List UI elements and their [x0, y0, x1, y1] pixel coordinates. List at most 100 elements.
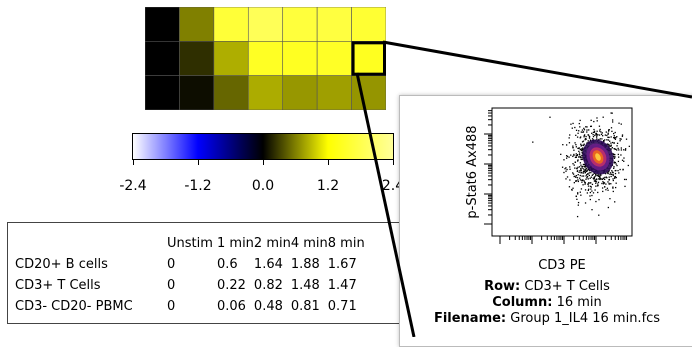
dot-point [591, 174, 593, 177]
dot-point [587, 185, 590, 187]
dot-point [584, 183, 586, 185]
heatmap-cell[interactable] [213, 7, 249, 42]
dot-point [568, 142, 571, 144]
dot-point [595, 136, 598, 138]
dot-point [574, 161, 577, 163]
heatmap-cell[interactable] [351, 41, 386, 76]
heatmap-cell[interactable] [282, 75, 318, 110]
dot-point [621, 134, 624, 136]
dot-point [592, 133, 594, 136]
dot-point [595, 133, 598, 135]
heatmap-cell[interactable] [145, 75, 180, 110]
heatmap-cell[interactable] [316, 75, 352, 110]
dot-point [587, 140, 589, 142]
dot-point [571, 188, 573, 191]
dot-point [572, 173, 575, 175]
heatmap-cell[interactable] [213, 75, 249, 110]
dot-point [606, 139, 608, 141]
dot-point [581, 156, 583, 159]
heatmap-cell[interactable] [247, 7, 284, 42]
dot-point [591, 132, 593, 134]
dot-point [598, 214, 600, 216]
dot-point [565, 167, 567, 169]
dot-point [581, 158, 583, 161]
table-row: CD3+ T Cells 0 0.22 0.82 1.48 1.47 [15, 275, 365, 296]
dot-point [619, 140, 621, 142]
dot-point [573, 164, 575, 166]
dot-point [561, 166, 564, 168]
dot-point [591, 194, 593, 197]
dot-point [596, 117, 598, 119]
heatmap-cell[interactable] [316, 7, 352, 42]
heatmap-cell[interactable] [247, 41, 284, 76]
dot-point [612, 121, 614, 123]
dot-point [583, 129, 586, 131]
dot-point [568, 186, 571, 188]
dot-point [587, 183, 589, 185]
dot-point [610, 142, 612, 144]
dot-point [608, 143, 610, 146]
dot-point [588, 172, 590, 174]
dot-point [608, 170, 610, 172]
dot-point [579, 155, 581, 158]
dot-point [590, 186, 592, 188]
heatmap-cell[interactable] [179, 7, 215, 42]
dot-point [610, 112, 612, 114]
dot-point [625, 138, 628, 140]
heatmap-cell[interactable] [145, 7, 180, 42]
dot-point [575, 129, 578, 131]
dot-point [598, 138, 600, 141]
dot-point [597, 175, 599, 177]
heatmap-cell[interactable] [282, 41, 318, 76]
dot-point [596, 174, 598, 176]
dot-point [598, 175, 600, 177]
dot-point [581, 147, 584, 149]
dot-point [581, 165, 583, 168]
heatmap-cell[interactable] [282, 7, 318, 42]
dot-point [595, 173, 597, 176]
dot-point [610, 183, 612, 185]
dot-point [580, 136, 582, 138]
dot-point [601, 178, 604, 181]
dot-point [591, 209, 593, 211]
dot-point [584, 139, 586, 141]
heatmap-cell[interactable] [213, 41, 249, 76]
dot-point [608, 128, 610, 131]
dot-point [589, 125, 592, 128]
table-corner-cell [15, 233, 167, 254]
heatmap-cell[interactable] [179, 75, 215, 110]
dot-point [593, 120, 595, 123]
dot-point [572, 155, 574, 158]
dot-point [599, 138, 602, 140]
popup-column-label: Column: [492, 295, 553, 310]
dot-point [582, 131, 585, 133]
dot-point [591, 190, 593, 192]
dot-point [608, 176, 610, 178]
dot-point [602, 183, 605, 185]
dot-point [593, 180, 596, 182]
dot-point [584, 169, 586, 171]
dot-point [581, 158, 584, 160]
heatmap-cell[interactable] [145, 41, 180, 76]
dot-point [569, 179, 571, 181]
dot-point [581, 129, 584, 131]
heatmap-cell[interactable] [247, 75, 284, 110]
heatmap-cell[interactable] [351, 7, 386, 42]
dot-point [611, 141, 614, 144]
dot-point [613, 155, 615, 158]
heatmap-cell[interactable] [351, 75, 386, 110]
dot-point [583, 143, 585, 145]
dot-point [607, 139, 610, 141]
dot-point [581, 141, 584, 143]
heatmap-cell[interactable] [179, 41, 215, 76]
heatmap [145, 7, 386, 110]
dot-point [575, 180, 577, 182]
dot-point [573, 149, 575, 151]
dot-point [585, 135, 587, 138]
dot-point [597, 183, 599, 185]
dot-point [614, 177, 616, 179]
callout-line-top [382, 40, 692, 99]
dot-point [610, 144, 612, 146]
heatmap-cell[interactable] [316, 41, 352, 76]
dot-point [601, 138, 603, 140]
